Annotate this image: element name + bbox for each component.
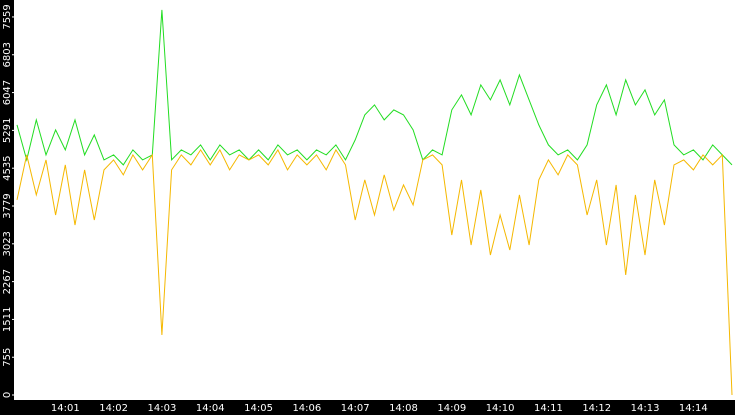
x-tick-label: 14:10 — [486, 403, 515, 414]
x-tick-label: 14:03 — [148, 403, 177, 414]
y-tick-label: 0 — [2, 392, 13, 398]
x-tick-label: 14:01 — [51, 403, 80, 414]
y-tick-label: 2267 — [2, 269, 13, 294]
series-line — [16, 148, 733, 396]
y-tick-label: 6803 — [2, 42, 13, 67]
x-axis-strip — [0, 400, 735, 415]
x-tick-label: 14:13 — [631, 403, 660, 414]
y-tick-label: 5291 — [2, 118, 13, 143]
y-tick-label: 6047 — [2, 80, 13, 105]
y-tick-label: 4535 — [2, 155, 13, 180]
x-tick-label: 14:08 — [389, 403, 418, 414]
x-tick-label: 14:05 — [244, 403, 273, 414]
y-tick-label: 3779 — [2, 193, 13, 218]
y-tick-label: 3023 — [2, 231, 13, 256]
x-tick-label: 14:02 — [99, 403, 128, 414]
y-tick-label: 7559 — [2, 4, 13, 29]
x-tick-label: 14:12 — [582, 403, 611, 414]
x-tick-label: 14:09 — [437, 403, 466, 414]
y-axis-strip — [0, 0, 14, 415]
x-tick-label: 14:11 — [534, 403, 563, 414]
x-tick-label: 14:14 — [679, 403, 708, 414]
series-line — [16, 9, 733, 166]
y-tick-label: 755 — [2, 348, 13, 367]
y-tick-label: 1511 — [2, 307, 13, 332]
x-tick-label: 14:07 — [341, 403, 370, 414]
x-tick-label: 14:04 — [196, 403, 225, 414]
x-tick-label: 14:06 — [292, 403, 321, 414]
